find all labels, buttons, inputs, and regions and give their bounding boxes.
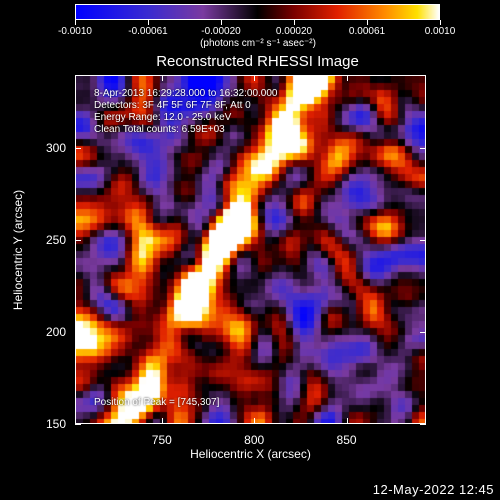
x-tick-label: 800: [244, 433, 265, 447]
rhessi-image-map: [76, 76, 425, 423]
x-tick-label: 750: [151, 433, 172, 447]
x-tick: [346, 418, 348, 424]
colorbar-unit-label: (photons cm⁻² s⁻¹ asec⁻²): [200, 38, 316, 49]
x-tick: [161, 418, 163, 424]
x-tick: [254, 75, 256, 81]
colorbar-tick-label: 0.00020: [275, 26, 313, 37]
y-tick-label: 200: [46, 325, 67, 340]
x-tick-label: 850: [336, 433, 357, 447]
y-tick: [75, 332, 81, 334]
x-tick: [161, 75, 163, 81]
info-energy-range: Energy Range: 12.0 - 25.0 keV: [94, 112, 232, 123]
colorbar-tick-label: -0.00061: [128, 26, 168, 37]
colorbar-tick-label: -0.0010: [58, 26, 92, 37]
colorbar-tick: [440, 20, 441, 25]
y-tick: [75, 148, 81, 150]
timestamp: 12-May-2022 12:45: [372, 482, 494, 497]
info-clean-counts: Clean Total counts: 6.59E+03: [94, 124, 225, 135]
y-tick: [75, 240, 81, 242]
info-time-range: 8-Apr-2013 16:29:28.000 to 16:32:00.000: [94, 88, 278, 99]
x-tick: [346, 75, 348, 81]
colorbar-tick: [221, 20, 222, 25]
info-peak-position: Position of Peak = [745,307]: [94, 397, 220, 408]
plot-title: Reconstructed RHESSI Image: [156, 53, 359, 70]
y-tick: [420, 424, 426, 425]
y-axis-label: Heliocentric Y (arcsec): [10, 189, 25, 311]
y-tick-label: 150: [46, 417, 67, 431]
colorbar: [75, 4, 440, 20]
y-tick-label: 300: [46, 141, 67, 156]
y-tick: [75, 424, 81, 425]
colorbar-tick: [148, 20, 149, 25]
colorbar-tick-label: -0.00020: [201, 26, 241, 37]
x-tick: [254, 418, 256, 424]
y-tick: [420, 240, 426, 242]
colorbar-tick: [367, 20, 368, 25]
image-plot-area: 8-Apr-2013 16:29:28.000 to 16:32:00.000 …: [75, 75, 426, 424]
y-tick: [420, 332, 426, 334]
colorbar-tick: [294, 20, 295, 25]
colorbar-tick-label: 0.00061: [348, 26, 386, 37]
y-tick: [420, 148, 426, 150]
colorbar-tick: [75, 20, 76, 25]
y-tick-label: 250: [46, 233, 67, 248]
x-axis-label: Heliocentric X (arcsec): [190, 447, 311, 461]
colorbar-tick-label: 0.0010: [424, 26, 456, 37]
info-detectors: Detectors: 3F 4F 5F 6F 7F 8F, Att 0: [94, 100, 251, 111]
